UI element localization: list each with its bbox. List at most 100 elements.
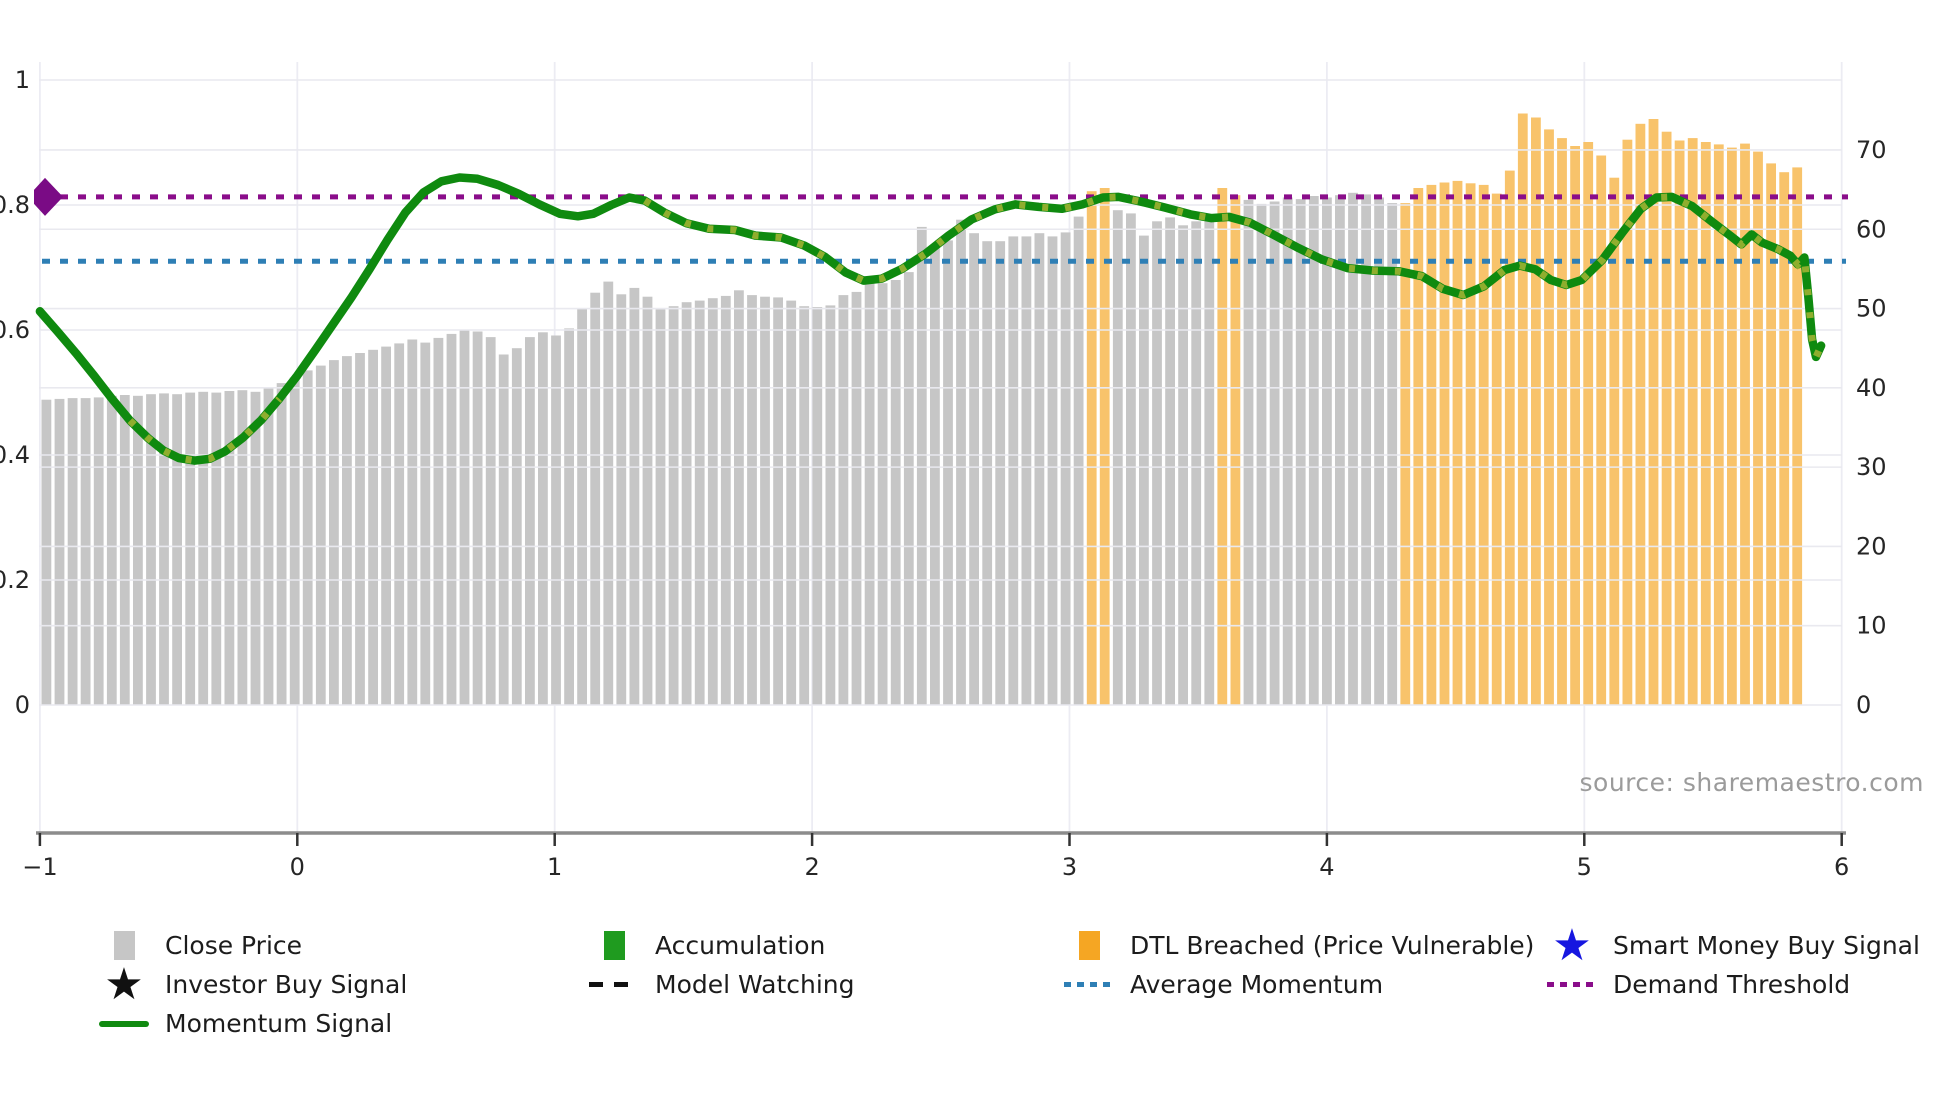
close-price-bar <box>394 343 405 705</box>
dtl-breached-bar <box>1478 184 1489 705</box>
y-right-tick-label: 50 <box>1856 295 1887 323</box>
legend-column: Accumulation Model Watching <box>585 926 855 1004</box>
close-price-bar <box>159 393 169 705</box>
close-price-bar <box>603 281 614 705</box>
dtl-breached-bar <box>1491 193 1502 705</box>
close-price-bar <box>629 287 640 705</box>
y-right-tick-label: 60 <box>1856 215 1887 243</box>
close-price-bar <box>734 290 744 705</box>
legend-item-investor-buy-signal: ★ Investor Buy Signal <box>95 962 408 1006</box>
close-price-bar <box>995 241 1006 705</box>
dtl-breached-price-vulnerable-label: DTL Breached (Price Vulnerable) <box>1130 931 1535 960</box>
dtl-breached-bar <box>1779 172 1790 705</box>
demand-threshold-label: Demand Threshold <box>1613 970 1851 999</box>
close-price-bar <box>119 395 130 705</box>
close-price-bar <box>133 395 143 705</box>
close-price-bar <box>877 283 888 705</box>
y-left-tick-label: 0.2 <box>0 566 30 594</box>
dtl-breached-bar <box>1753 151 1763 706</box>
close-price-bar <box>1348 192 1358 706</box>
dtl-breached-bar <box>1622 139 1633 705</box>
close-price-bar <box>185 392 196 705</box>
x-tick-label: −1 <box>22 853 57 881</box>
model-watching-swatch-glyph <box>589 982 639 987</box>
close-price-bar <box>720 295 731 705</box>
close-price-swatch-glyph <box>113 931 135 960</box>
close-price-bar <box>1374 197 1384 705</box>
close-price-bar <box>655 309 666 705</box>
source-attribution: source: sharemaestro.com <box>1579 768 1924 797</box>
y-left-tick-label: 0 <box>15 691 30 719</box>
close-price-bar <box>1282 197 1293 705</box>
demand-threshold-swatch-glyph <box>1547 982 1597 987</box>
close-price-bar <box>916 226 927 705</box>
close-price-bar <box>1152 221 1162 706</box>
close-price-bar <box>930 248 940 706</box>
momentum-signal-label: Momentum Signal <box>165 1009 393 1038</box>
close-price-bar <box>747 295 757 705</box>
close-price-bar <box>1021 236 1032 705</box>
dtl-breached-bar <box>1583 142 1594 705</box>
close-price-bar <box>459 330 470 705</box>
legend-item-momentum-signal: Momentum Signal <box>95 1004 407 1043</box>
close-price-bar <box>1047 236 1058 705</box>
close-price-bar <box>1191 221 1202 706</box>
x-tick-label: 2 <box>804 853 819 881</box>
close-price-bar <box>407 339 418 705</box>
close-price-bar <box>969 233 979 705</box>
close-price-bar <box>903 272 914 705</box>
y-right-tick-label: 10 <box>1856 612 1887 640</box>
investor-buy-signal-swatch-icon: ★ <box>95 962 153 1006</box>
close-price-bar <box>1126 213 1136 705</box>
close-price-bar <box>1139 235 1149 705</box>
close-price-bar <box>433 337 444 705</box>
y-left-tick-label: 1 <box>15 66 30 94</box>
close-price-bar <box>812 307 823 705</box>
close-price-bar <box>329 360 339 705</box>
dtl-breached-bar <box>1635 123 1646 706</box>
dtl-breached-bar <box>1792 167 1803 705</box>
investor-buy-signal-label: Investor Buy Signal <box>165 970 408 999</box>
dtl-breached-bar <box>1230 195 1241 705</box>
y-right-tick-label: 40 <box>1856 374 1887 402</box>
close-price-bar <box>1008 236 1019 705</box>
close-price-bar <box>1387 203 1398 705</box>
momentum-signal-swatch-glyph <box>99 1020 149 1027</box>
dtl-breached-bar <box>1099 188 1110 705</box>
buy-signal-diamond-icon <box>34 177 63 216</box>
accumulation-swatch-glyph <box>603 931 625 960</box>
model-watching-label: Model Watching <box>655 970 855 999</box>
dtl-breached-bar <box>1648 119 1659 705</box>
close-price-bar <box>302 370 313 705</box>
close-price-bar <box>54 398 65 705</box>
x-tick-label: 1 <box>547 853 562 881</box>
dtl-breached-bar <box>1439 182 1450 705</box>
legend-column: ★ Smart Money Buy Signal Demand Threshold <box>1543 923 1920 1004</box>
dtl-breached-bar <box>1687 138 1698 706</box>
close-price-bar <box>368 349 378 705</box>
close-price-bar <box>825 305 836 705</box>
dtl-breached-bar <box>1531 117 1541 705</box>
legend-item-model-watching: Model Watching <box>585 965 855 1004</box>
dtl-breached-price-vulnerable-swatch-glyph <box>1078 931 1100 960</box>
dtl-breached-bar <box>1766 163 1776 705</box>
close-price-bar <box>668 306 679 705</box>
model-watching-swatch-icon <box>585 982 643 987</box>
legend-item-accumulation: Accumulation <box>585 926 855 965</box>
dtl-breached-bar <box>1504 170 1515 706</box>
smart-money-buy-signal-label: Smart Money Buy Signal <box>1613 931 1920 960</box>
dtl-breached-bar <box>1713 144 1724 705</box>
close-price-bar <box>420 342 431 705</box>
close-price-bar <box>41 399 52 705</box>
legend-column: Close Price ★ Investor Buy Signal Momentum … <box>95 926 407 1043</box>
close-price-bar <box>551 335 561 705</box>
legend-column: DTL Breached (Price Vulnerable) Average M… <box>1060 926 1534 1004</box>
y-right-tick-label: 0 <box>1856 691 1871 719</box>
dtl-breached-bar <box>1544 129 1554 705</box>
close-price-bar <box>1112 210 1123 705</box>
close-price-bar <box>838 295 849 705</box>
y-left-tick-label: 0.6 <box>0 316 30 344</box>
close-price-bar <box>237 390 248 705</box>
smart-money-buy-signal-swatch-icon: ★ <box>1543 923 1601 967</box>
